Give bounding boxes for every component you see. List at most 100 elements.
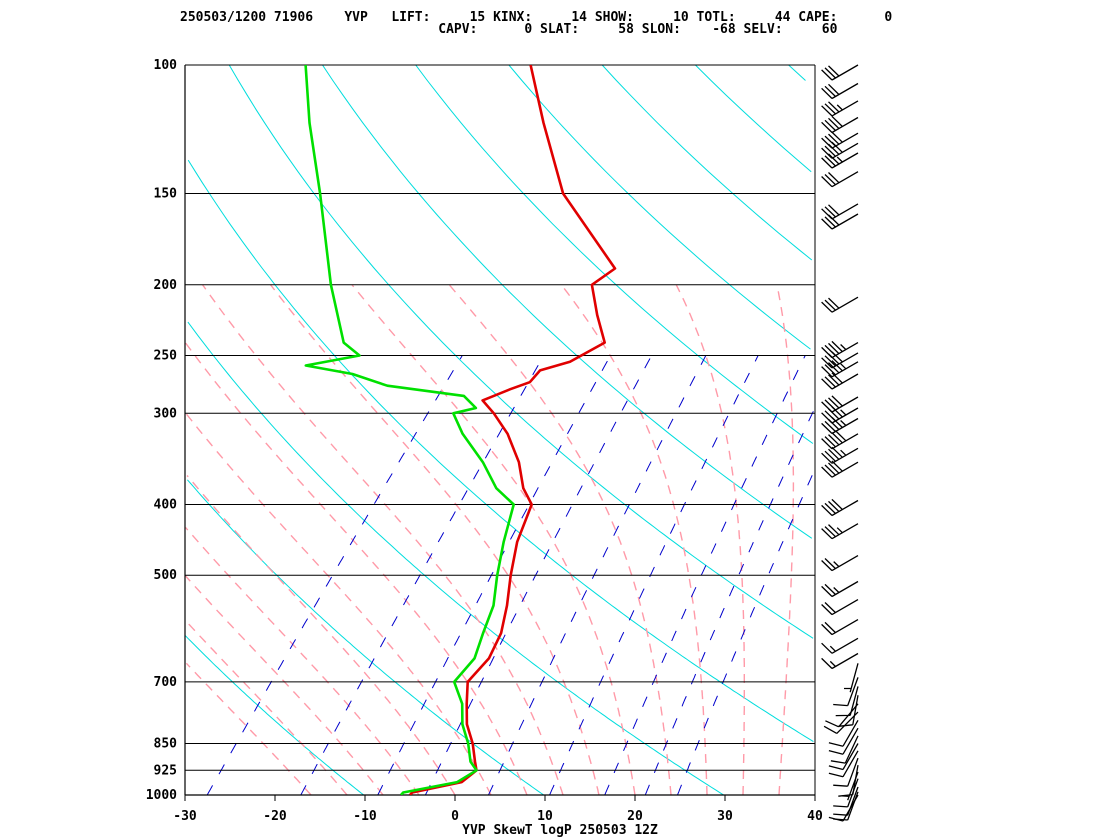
moist-adiabat [448,284,672,795]
dry-adiabat [187,159,814,743]
wind-barb [821,395,859,413]
temperature-tick-label: 40 [807,809,823,824]
wind-barb [821,460,859,478]
wind-barb [821,64,859,81]
temperature-tick-label: -20 [263,809,287,824]
wind-barb [821,372,859,390]
wind-barb [828,750,859,778]
wind-barb [821,152,859,169]
moist-adiabat [186,475,456,795]
wind-barb [821,340,859,359]
pressure-tick-label: 925 [154,763,177,778]
chart-title: YVP SkewT logP 250503 12Z [462,823,658,838]
dewpoint-profile [304,65,515,795]
wind-barb [821,599,859,616]
wind-barb [838,695,859,727]
dry-adiabat [415,65,814,444]
wind-barb [821,351,859,369]
mixing-ratio-line [644,407,815,795]
wind-barb [821,498,859,517]
dry-adiabat [601,65,813,261]
wind-barb [821,171,859,188]
pressure-tick-label: 200 [154,278,178,293]
moist-adiabat [185,526,420,795]
wind-barb [821,430,859,450]
wind-barb [821,555,859,572]
pressure-tick-label: 300 [154,406,178,421]
dry-adiabat [695,65,812,173]
wind-barb [833,677,859,707]
wind-barb [821,637,859,654]
dry-adiabat [228,65,814,639]
moist-adiabat [202,284,564,795]
pressure-tick-label: 1000 [146,788,177,803]
temperature-profile [409,65,617,795]
temperature-tick-label: 30 [717,809,733,824]
wind-barb [835,686,859,717]
moist-adiabat [185,342,528,795]
moist-adiabat [185,574,384,795]
wind-barb [833,786,859,816]
wind-barb [833,791,859,821]
wind-barb [838,764,859,797]
header-line-1: 250503/1200 71906 YVP LIFT: 15 KINX: 14 … [180,10,893,25]
wind-barb [821,296,859,313]
temperature-tick-label: 0 [451,809,459,824]
wind-barb [821,446,859,464]
pressure-tick-label: 400 [154,498,178,513]
wind-barb [821,141,859,159]
moist-adiabat [185,662,312,795]
wind-barb [821,360,859,378]
wind-barb [828,719,859,747]
mixing-ratio-line [300,355,545,795]
pressure-tick-label: 250 [154,348,178,363]
mixing-ratio-line [549,355,759,795]
moist-adiabat [560,284,708,795]
pressure-tick-label: 500 [154,568,178,583]
wind-barb [828,727,859,755]
pressure-tick-label: 850 [154,736,178,751]
pressure-tick-label: 100 [154,58,178,73]
dry-adiabat [508,65,811,350]
moist-adiabat [185,619,348,795]
wind-barb [821,580,859,598]
moist-adiabat [776,284,795,795]
wind-barb [821,115,859,134]
wind-barb-column [821,64,859,822]
dry-adiabat [788,65,806,81]
sounding-profiles [304,65,617,795]
pressure-tick-label: 700 [154,675,178,690]
wind-barb [821,131,859,149]
wind-barb [821,523,859,540]
dry-adiabat [185,635,365,795]
wind-barb [828,743,859,771]
wind-barb [821,213,859,230]
wind-barb [843,663,859,693]
wind-barb [821,652,859,670]
wind-barb [821,416,859,435]
header-line-2: CAPV: 0 SLAT: 58 SLON: -68 SELV: 60 [180,22,838,37]
pressure-tick-label: 150 [154,187,178,202]
mixing-ratio-line [604,355,806,795]
dry-adiabat [187,479,544,795]
moist-adiabat [675,284,745,795]
mixing-ratio-line [206,355,463,795]
temperature-tick-label: 20 [627,809,643,824]
dry-adiabat [322,65,813,539]
mixing-ratio-line [488,355,707,795]
diagram-grid [185,65,815,795]
wind-barb [830,735,859,764]
temperature-tick-label: 10 [537,809,553,824]
wind-barb [833,757,859,787]
wind-barb [821,82,859,100]
wind-barb [821,406,859,424]
moist-adiabat [185,412,492,795]
moist-adiabat [270,284,600,795]
moist-adiabat [351,284,636,795]
temperature-tick-label: -10 [353,809,377,824]
dry-adiabat [187,321,724,795]
temperature-tick-label: -30 [173,809,197,824]
wind-barb [821,100,859,117]
wind-barb [821,619,859,636]
